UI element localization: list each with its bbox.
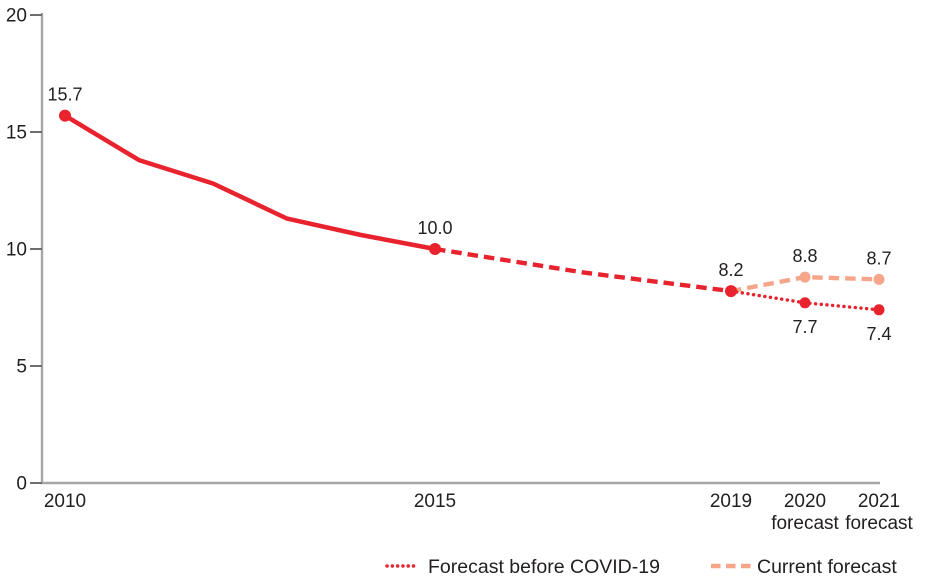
data-point-2021-forecast-before-covid-19: [873, 304, 885, 316]
data-label-2010-historical: 15.7: [47, 85, 82, 105]
data-label-2021-forecast-before-covid-19: 7.4: [866, 324, 891, 344]
data-label-2020-forecast-before-covid-19: 7.7: [792, 317, 817, 337]
data-label-2020-current-forecast: 8.8: [792, 246, 817, 266]
data-point-2021-current-forecast: [873, 273, 885, 285]
x-tick-sublabel-2020: forecast: [771, 513, 839, 534]
data-point-2020-current-forecast: [799, 271, 811, 283]
data-label-2019-estimate: 8.2: [718, 260, 743, 280]
x-tick-label-2019: 2019: [710, 491, 752, 512]
y-tick-label: 10: [6, 240, 27, 261]
x-tick-label-2021: 2021: [858, 491, 900, 512]
data-point-2020-forecast-before-covid-19: [799, 297, 811, 309]
y-tick-label: 5: [16, 357, 27, 378]
data-point-2010-historical: [59, 109, 71, 122]
series-lines: [63, 113, 881, 312]
data-label-2015-historical: 10.0: [417, 218, 452, 238]
x-tick-label-2020: 2020: [784, 491, 826, 512]
data-point-labels: 15.7 10.0 8.2 8.8 8.7 7.7 7.4: [47, 85, 891, 344]
x-tick-label-2010: 2010: [44, 491, 86, 512]
data-point-markers: [59, 109, 885, 316]
y-tick-label: 20: [6, 6, 27, 27]
x-tick-label-2015: 2015: [414, 491, 456, 512]
legend-label-forecast-before-covid-19: Forecast before COVID-19: [428, 556, 660, 578]
data-point-2019-estimate: [725, 285, 737, 298]
data-point-2015-historical: [429, 243, 441, 255]
series-line-historical: [63, 113, 436, 252]
y-tick-label: 15: [6, 123, 27, 144]
chart-legend: Forecast before COVID-19 Current forecast: [385, 556, 897, 578]
data-label-2021-current-forecast: 8.7: [866, 248, 891, 268]
series-line-estimate: [434, 246, 732, 294]
legend-label-current-forecast: Current forecast: [757, 556, 897, 578]
x-tick-sublabel-2021: forecast: [845, 513, 913, 534]
y-tick-label: 0: [16, 474, 27, 495]
